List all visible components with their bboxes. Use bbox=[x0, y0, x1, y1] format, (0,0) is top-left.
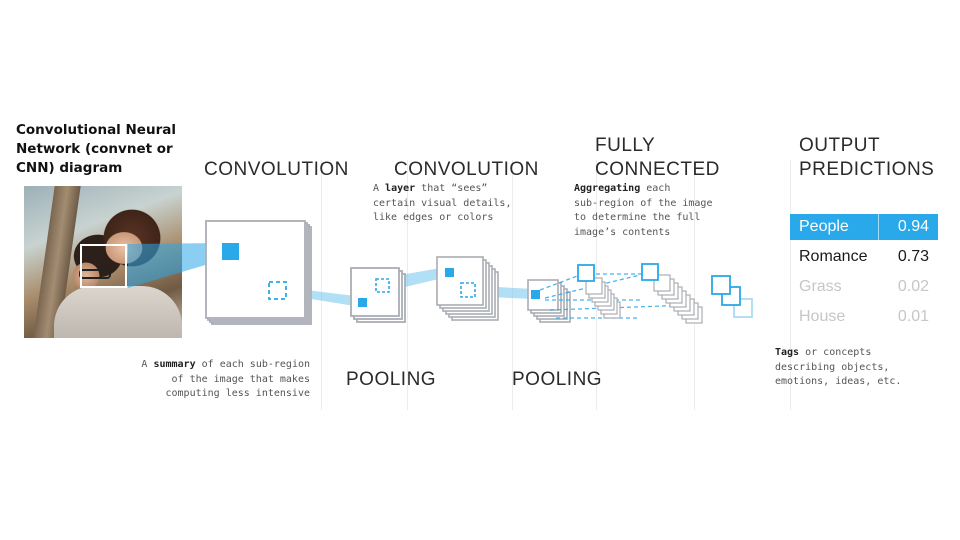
note-keyword: Tags bbox=[775, 347, 800, 358]
prediction-row-house: House 0.01 bbox=[790, 304, 938, 330]
stage-convolution-2: CONVOLUTION bbox=[394, 159, 539, 180]
note-keyword: Aggregating bbox=[574, 183, 641, 194]
prediction-row-people: People 0.94 bbox=[790, 214, 938, 240]
guide-line bbox=[694, 160, 695, 410]
note-keyword: summary bbox=[153, 359, 196, 370]
note-text: or concepts bbox=[799, 347, 872, 358]
prediction-label: People bbox=[799, 218, 849, 235]
beam-input-to-conv1 bbox=[128, 243, 222, 288]
note-keyword: layer bbox=[385, 183, 416, 194]
conv1-pool-window bbox=[268, 281, 287, 300]
note-text: each bbox=[640, 183, 671, 194]
note-aggregating: Aggregating each sub-region of the image… bbox=[574, 182, 712, 240]
note-text: A bbox=[141, 359, 154, 370]
fc-active-neuron bbox=[641, 263, 659, 281]
connection bbox=[544, 274, 641, 299]
conv2-active-unit bbox=[445, 268, 454, 277]
stage-output-line2: PREDICTIONS bbox=[799, 159, 935, 180]
note-text: like edges or colors bbox=[373, 212, 494, 223]
prediction-label: House bbox=[799, 308, 846, 325]
receptive-field-box bbox=[80, 244, 127, 288]
note-text: computing less intensive bbox=[165, 388, 311, 399]
guide-line bbox=[790, 160, 791, 410]
prediction-row-romance: Romance 0.73 bbox=[790, 244, 938, 270]
prediction-row-grass: Grass 0.02 bbox=[790, 274, 938, 300]
guide-line bbox=[321, 160, 322, 410]
note-summary: A summary of each sub-region of the imag… bbox=[130, 358, 310, 402]
prediction-value: 0.94 bbox=[897, 218, 929, 235]
diagram-title: Convolutional Neural Network (convnet or… bbox=[16, 122, 176, 176]
prediction-value: 0.01 bbox=[897, 308, 929, 325]
input-photo bbox=[24, 186, 182, 338]
feature-map bbox=[350, 267, 400, 317]
feature-map bbox=[436, 256, 484, 306]
prediction-value: 0.02 bbox=[897, 278, 929, 295]
stage-pooling-2: POOLING bbox=[512, 369, 603, 390]
fc-active-neuron bbox=[577, 264, 595, 282]
note-text: to determine the full bbox=[574, 212, 701, 223]
note-text: that “sees” bbox=[415, 183, 488, 194]
feature-map bbox=[205, 220, 306, 319]
output-neuron bbox=[711, 275, 731, 295]
stage-fully-connected-line2: CONNECTED bbox=[595, 159, 720, 180]
prediction-divider bbox=[878, 214, 879, 240]
note-text: describing objects, bbox=[775, 361, 890, 373]
pool1-active-unit bbox=[358, 298, 367, 307]
note-text: A bbox=[373, 183, 386, 194]
pool1-stack bbox=[350, 267, 406, 323]
stage-fully-connected-line1: FULLY bbox=[595, 135, 656, 156]
note-layer: A layer that “sees” certain visual detai… bbox=[373, 182, 511, 226]
conv2-pool-window bbox=[460, 282, 476, 298]
pool1-conv-window bbox=[375, 278, 390, 293]
photo-shirt bbox=[54, 286, 182, 338]
conv1-active-unit bbox=[222, 243, 239, 260]
stage-pooling-1: POOLING bbox=[346, 369, 437, 390]
fc-stack-2 bbox=[653, 274, 703, 324]
stage-fully-connected: FULLY CONNECTED bbox=[595, 134, 720, 182]
guide-line bbox=[512, 160, 513, 410]
pool2-active-unit bbox=[531, 290, 540, 299]
note-text: image’s contents bbox=[574, 226, 671, 238]
prediction-value: 0.73 bbox=[897, 248, 929, 265]
note-text: sub-region of the image bbox=[574, 197, 713, 209]
note-text: emotions, ideas, etc. bbox=[775, 376, 902, 387]
connection bbox=[539, 274, 581, 291]
conv1-stack bbox=[205, 220, 312, 325]
note-text: of each sub-region bbox=[195, 359, 310, 370]
prediction-label: Romance bbox=[799, 248, 868, 265]
stage-convolution-1: CONVOLUTION bbox=[204, 159, 349, 180]
conv2-stack bbox=[436, 256, 499, 321]
stage-output-line1: OUTPUT bbox=[799, 135, 881, 156]
note-text: of the image that makes bbox=[171, 373, 310, 385]
note-text: certain visual details, bbox=[373, 197, 512, 209]
note-tags: Tags or concepts describing objects, emo… bbox=[775, 346, 901, 390]
prediction-label: Grass bbox=[799, 278, 842, 295]
fc-stack-1 bbox=[585, 277, 621, 319]
stage-output-predictions: OUTPUT PREDICTIONS bbox=[799, 134, 934, 182]
